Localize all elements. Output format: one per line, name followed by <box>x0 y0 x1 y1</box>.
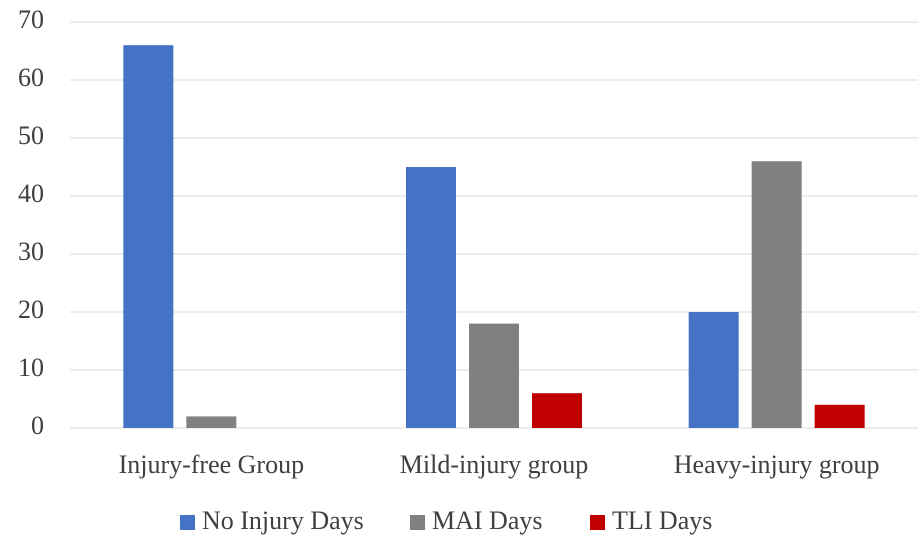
y-tick-label: 10 <box>18 353 44 382</box>
bar <box>688 312 739 428</box>
bar <box>469 323 519 428</box>
bar <box>123 45 174 428</box>
x-tick-label: Mild-injury group <box>400 450 589 479</box>
x-tick-label: Injury-free Group <box>119 450 305 479</box>
legend-swatch <box>180 515 195 530</box>
legend-label: TLI Days <box>612 506 712 535</box>
y-tick-label: 60 <box>18 63 44 92</box>
legend-swatch <box>410 515 425 530</box>
bar <box>814 404 865 428</box>
x-tick-label: Heavy-injury group <box>674 450 880 479</box>
bar <box>751 161 802 428</box>
bar <box>406 167 456 428</box>
y-tick-label: 70 <box>18 5 44 34</box>
legend-swatch <box>590 515 605 530</box>
y-tick-label: 30 <box>18 237 44 266</box>
y-tick-label: 50 <box>18 121 44 150</box>
y-tick-label: 20 <box>18 295 44 324</box>
y-tick-label: 40 <box>18 179 44 208</box>
bar <box>186 416 237 428</box>
legend-label: No Injury Days <box>202 506 364 535</box>
y-tick-label: 0 <box>31 411 44 440</box>
bar <box>532 393 582 428</box>
legend-label: MAI Days <box>432 506 543 535</box>
